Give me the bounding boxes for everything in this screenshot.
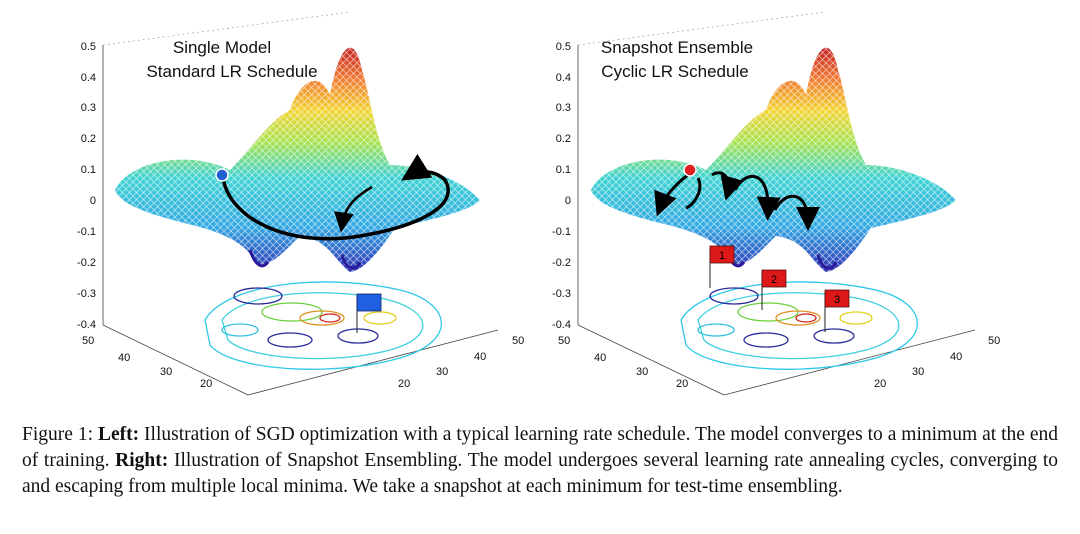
z-tick: 0.2: [81, 133, 96, 145]
x-tick: 40: [474, 351, 486, 363]
z-tick: -0.2: [552, 257, 571, 269]
contour-plot: [680, 281, 918, 370]
right-label: Right:: [115, 450, 169, 471]
y-tick: 50: [558, 335, 570, 347]
z-tick: 0: [565, 195, 571, 207]
left-panel: 0.5 0.4 0.3 0.2 0.1 0 -0.1 -0.2 -0.3 -0.…: [77, 11, 524, 396]
snapshot-trajectory: [654, 163, 820, 231]
z-tick: -0.4: [552, 319, 571, 331]
panel-title-line1: Snapshot Ensemble: [601, 38, 753, 57]
x-tick: 40: [950, 351, 962, 363]
z-tick: 0.1: [81, 164, 96, 176]
panel-title-line2: Cyclic LR Schedule: [601, 62, 748, 81]
z-tick: 0.4: [556, 72, 571, 84]
y-axis: 50 40 30 20: [558, 335, 688, 390]
flag-rect: [356, 293, 382, 312]
y-tick: 30: [160, 366, 172, 378]
y-tick: 20: [676, 378, 688, 390]
x-axis: 20 30 40 50: [398, 335, 524, 390]
z-tick: 0.3: [81, 102, 96, 114]
contour-plot: [204, 281, 442, 370]
flag-label: 1: [719, 250, 725, 262]
y-tick: 50: [82, 335, 94, 347]
z-tick: 0.3: [556, 102, 571, 114]
minimum-flag: [356, 293, 382, 333]
z-tick: 0: [90, 195, 96, 207]
loss-surface: [591, 47, 956, 273]
y-tick: 40: [118, 352, 130, 364]
loss-surface: [115, 47, 480, 273]
y-tick: 20: [200, 378, 212, 390]
z-axis: 0.5 0.4 0.3 0.2 0.1 0 -0.1 -0.2 -0.3 -0.…: [552, 41, 571, 331]
x-tick: 50: [988, 335, 1000, 347]
x-tick: 30: [436, 366, 448, 378]
z-tick: -0.2: [77, 257, 96, 269]
x-tick: 30: [912, 366, 924, 378]
left-description: Illustration of SGD optimization with a …: [22, 424, 1058, 471]
snapshot-flag-1: 1: [709, 245, 735, 288]
figure-label: Figure 1:: [22, 424, 94, 445]
y-tick: 40: [594, 352, 606, 364]
left-label: Left:: [97, 424, 140, 445]
panel-title-line2: Standard LR Schedule: [146, 62, 317, 81]
x-axis: 20 30 40 50: [874, 335, 1000, 390]
z-tick: 0.5: [81, 41, 96, 53]
z-axis: 0.5 0.4 0.3 0.2 0.1 0 -0.1 -0.2 -0.3 -0.…: [77, 41, 96, 331]
y-tick: 30: [636, 366, 648, 378]
right-description: Illustration of Snapshot Ensembling. The…: [22, 450, 1059, 497]
z-tick: 0.5: [556, 41, 571, 53]
start-point: [683, 163, 697, 177]
axes-frame: [577, 11, 976, 396]
z-tick: -0.1: [77, 226, 96, 238]
right-panel: 0.5 0.4 0.3 0.2 0.1 0 -0.1 -0.2 -0.3 -0.…: [552, 11, 1000, 396]
z-tick: 0.4: [81, 72, 96, 84]
flag-label: 2: [771, 274, 777, 286]
snapshot-flag-3: 3: [824, 289, 850, 332]
sgd-trajectory: [215, 153, 450, 241]
x-tick: 20: [398, 378, 410, 390]
z-tick: -0.3: [77, 288, 96, 300]
z-tick: -0.1: [552, 226, 571, 238]
z-tick: 0.2: [556, 133, 571, 145]
x-tick: 50: [512, 335, 524, 347]
axes-frame: [102, 11, 499, 396]
z-tick: -0.4: [77, 319, 96, 331]
figure-caption: Figure 1: Left: Illustration of SGD opti…: [22, 422, 1058, 500]
start-point: [215, 168, 229, 182]
figure-panels: 0.5 0.4 0.3 0.2 0.1 0 -0.1 -0.2 -0.3 -0.…: [77, 11, 1000, 396]
snapshot-flag-2: 2: [761, 269, 787, 310]
panel-title-line1: Single Model: [173, 38, 271, 57]
y-axis: 50 40 30 20: [82, 335, 212, 390]
z-tick: -0.3: [552, 288, 571, 300]
x-tick: 20: [874, 378, 886, 390]
z-tick: 0.1: [556, 164, 571, 176]
flag-label: 3: [834, 294, 840, 306]
